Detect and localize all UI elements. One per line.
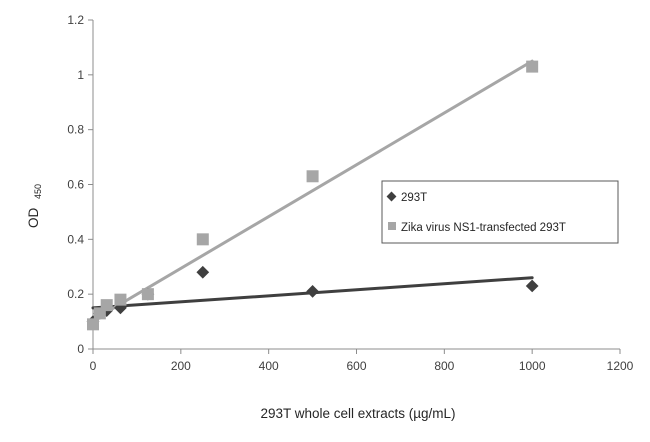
legend: 293T Zika virus NS1-transfected 293T <box>381 180 619 244</box>
data-point-diamond <box>306 285 319 298</box>
data-point-square <box>196 233 209 246</box>
data-point-square <box>100 299 113 312</box>
data-point-square <box>526 60 539 73</box>
x-axis-title: 293T whole cell extracts (µg/mL) <box>260 406 455 421</box>
y-axis-title: OD 450 <box>26 184 43 228</box>
x-tick-label: 1200 <box>607 359 634 373</box>
y-tick-label: 1.2 <box>67 13 84 27</box>
y-tick-label: 0.6 <box>67 178 84 192</box>
y-tick-label: 0.8 <box>67 123 84 137</box>
legend-box <box>381 180 619 244</box>
y-tick-label: 0 <box>77 342 84 356</box>
data-point-square <box>141 288 154 301</box>
trendline-series-2 <box>91 59 534 322</box>
data-point-square <box>87 318 99 331</box>
y-axis-title-main: OD <box>26 208 41 229</box>
data-point-square <box>306 170 319 183</box>
legend-diamond-icon <box>386 191 397 202</box>
legend-item-293t: 293T <box>386 191 427 204</box>
legend-square-icon <box>388 222 396 230</box>
x-tick-label: 800 <box>434 359 454 373</box>
y-tick-label: 0.2 <box>67 287 84 301</box>
x-tick-label: 0 <box>90 359 97 373</box>
y-tick-label: 1 <box>77 68 84 82</box>
data-point-diamond <box>196 265 210 279</box>
legend-label-zika: Zika virus NS1-transfected 293T <box>401 222 566 234</box>
data-point-square <box>114 293 127 306</box>
y-axis-title-subscript: 450 <box>33 184 43 199</box>
data-point-diamond <box>525 279 539 293</box>
x-tick-label: 1000 <box>519 359 546 373</box>
legend-item-zika: Zika virus NS1-transfected 293T <box>388 222 566 234</box>
legend-label-293t: 293T <box>401 192 427 204</box>
tick-labels: 0 0.2 0.4 0.6 0.8 1 1.2 0 200 400 600 800 1000 1200 <box>67 13 633 373</box>
y-tick-label: 0.4 <box>67 232 84 246</box>
x-tick-label: 600 <box>346 359 366 373</box>
x-tick-label: 200 <box>171 359 191 373</box>
x-tick-label: 400 <box>259 359 279 373</box>
axes <box>88 19 621 354</box>
